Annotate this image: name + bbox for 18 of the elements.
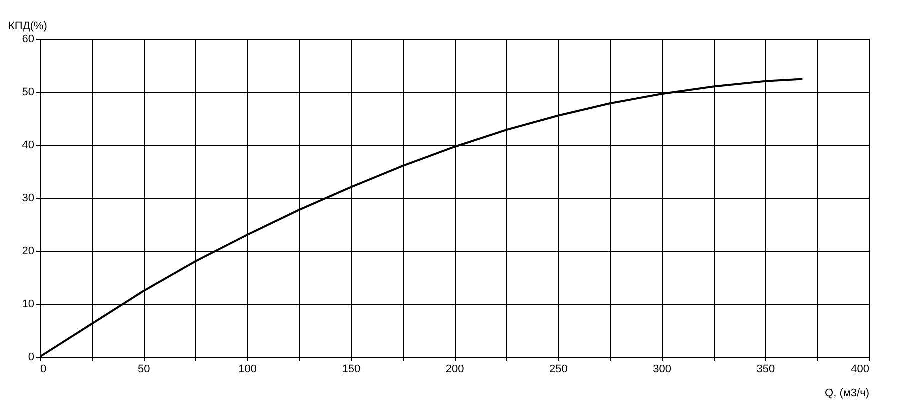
y-tick-label: 60 [22,34,34,46]
x-axis-title: Q, (м3/ч) [825,388,870,400]
x-tick-label: 50 [138,364,150,376]
x-tick-label: 200 [446,364,464,376]
y-tick-label: 20 [22,246,34,258]
y-tick-label: 30 [22,192,34,204]
x-tick-label: 250 [549,364,568,376]
x-tick-label: 0 [40,364,47,376]
x-tick-label: 400 [851,364,870,376]
x-tick-label: 150 [342,364,361,376]
x-tick-label: 350 [756,364,776,376]
y-tick-label: 40 [22,140,34,152]
y-tick-label: 10 [22,298,34,310]
y-axis-title: КПД(%) [8,20,48,32]
x-tick-label: 300 [653,364,672,376]
y-tick-label: 50 [22,86,34,98]
y-tick-label: 0 [28,352,34,364]
x-tick-label: 100 [238,364,257,376]
